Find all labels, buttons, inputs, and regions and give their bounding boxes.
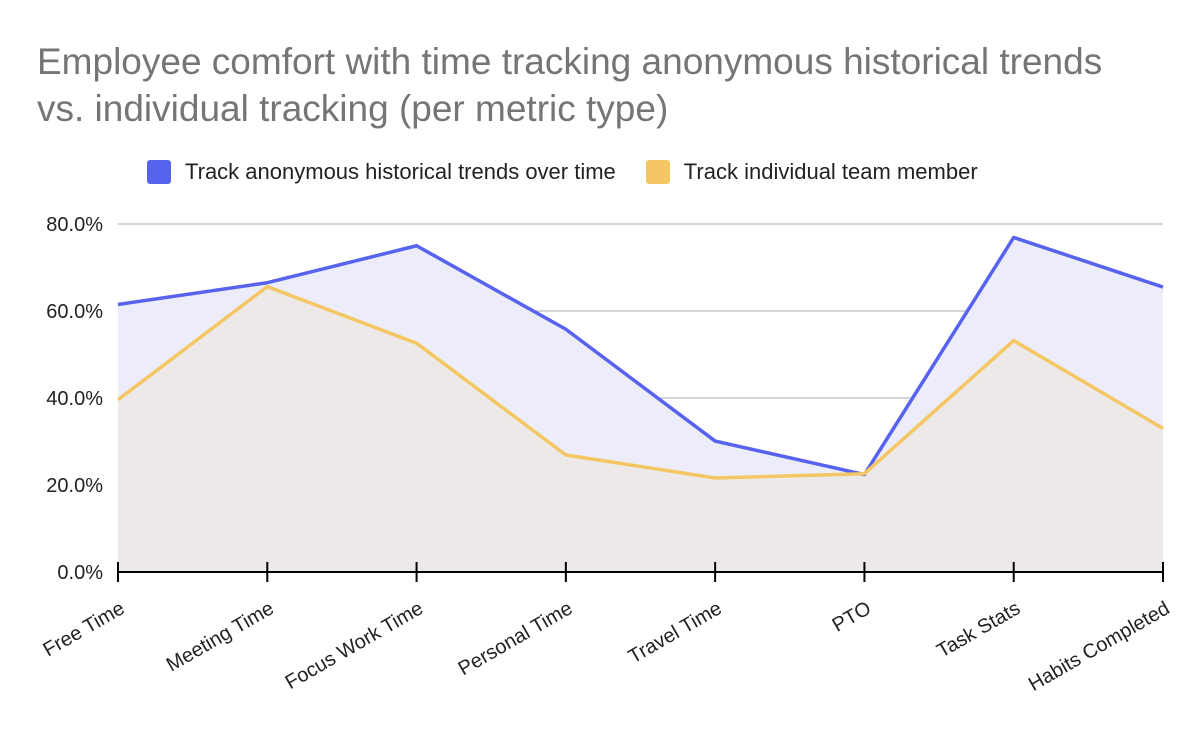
chart-title: Employee comfort with time tracking anon… [37,41,1103,129]
y-tick-label: 40.0% [46,388,103,410]
area-individual [118,286,1163,572]
y-tick-label: 20.0% [46,475,103,497]
x-tick-label: PTO [829,597,875,636]
x-tick-label: Meeting Time [163,597,278,676]
x-tick-label: Personal Time [455,597,577,680]
legend-label-individual: Track individual team member [683,159,978,184]
legend-item-anonymous: Track anonymous historical trends over t… [147,159,616,185]
y-tick-label: 80.0% [46,214,103,236]
y-tick-label: 0.0% [57,562,103,584]
x-tick-label: Free Time [40,597,129,661]
legend-swatch-individual [645,160,670,184]
y-tick-label: 60.0% [46,301,103,323]
legend-item-individual: Track individual team member [645,159,978,185]
legend-swatch-anonymous [147,160,171,184]
legend: Track anonymous historical trends over t… [147,158,1008,186]
series-line-anonymous [117,235,1164,477]
x-tick-label: Task Stats [933,597,1024,662]
x-tick-label: Focus Work Time [282,597,427,694]
x-tick-label: Habits Completed [1025,597,1174,696]
series-line-individual [116,284,1164,480]
legend-label-anonymous: Track anonymous historical trends over t… [185,159,616,184]
x-tick-label: Travel Time [625,597,726,668]
